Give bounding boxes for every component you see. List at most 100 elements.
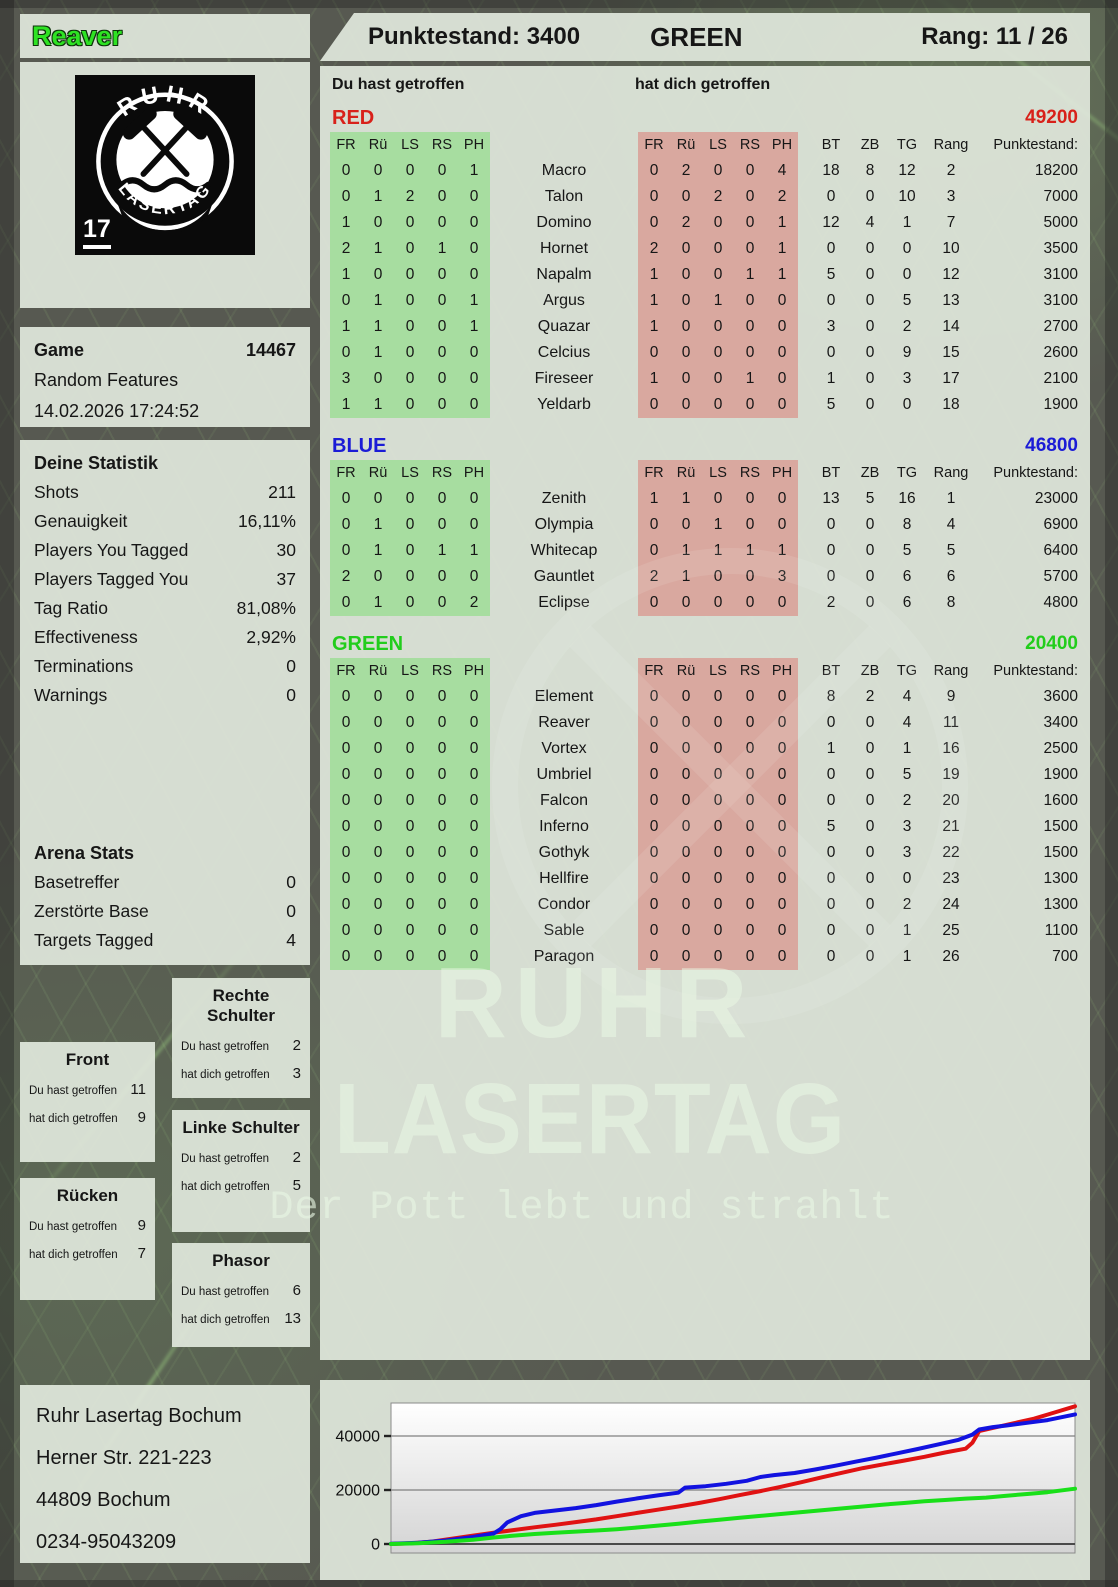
- team-section-blue: BLUE 46800 FR Rü LS RS PH FR Rü LS RS PH BT ZB TG Rang P…: [330, 432, 1078, 616]
- hit-value-you: 0: [458, 684, 490, 710]
- spacer: [798, 210, 810, 236]
- stat-value-zb: 0: [865, 870, 875, 887]
- hit-value-you: 0: [362, 736, 394, 762]
- stat-row: Tag Ratio 81,08%: [34, 594, 296, 623]
- hit-value-them: 0: [670, 918, 702, 944]
- hit-value-them: 0: [702, 210, 734, 236]
- hit-value-you: 0: [362, 158, 394, 184]
- header-rank: Rang: 11 / 26: [921, 23, 1068, 50]
- stat-col-tg: TG: [896, 465, 918, 481]
- hit-value-you: 0: [426, 564, 458, 590]
- stat-row-value: 211: [268, 482, 296, 502]
- hit-value-them: 0: [702, 486, 734, 512]
- team-name: BLUE: [332, 434, 387, 457]
- hit-you-label: hat dich getroffen: [181, 1069, 270, 1081]
- hit-value-them: 0: [638, 392, 670, 418]
- hit-value-them: 0: [702, 788, 734, 814]
- hitbox-them-value: 13: [284, 1310, 301, 1327]
- spacer: [798, 944, 810, 970]
- hit-value-you: 0: [330, 184, 362, 210]
- hit-value-you: 0: [362, 684, 394, 710]
- stat-col-rang: Rang: [933, 465, 969, 481]
- spacer: [798, 788, 810, 814]
- player-row: 0 1 2 0 0 Talon 0 0 2 0 2 0 0 10 3 7000: [330, 184, 1078, 210]
- stat-value-pk: 700: [1052, 948, 1078, 965]
- hit-value-you: 0: [426, 762, 458, 788]
- stat-value-pk: 1600: [1043, 792, 1078, 809]
- stat-value-pk: 3500: [1043, 240, 1078, 257]
- spacer: [798, 236, 810, 262]
- hit-value-you: 0: [458, 918, 490, 944]
- hit-value-them: 0: [734, 590, 766, 616]
- hit-value-you: 1: [458, 538, 490, 564]
- stat-value-zb: 0: [865, 318, 875, 335]
- game-number: 14467: [245, 339, 296, 360]
- player-name: Macro: [541, 162, 587, 179]
- player-name: Condor: [537, 896, 591, 913]
- logo-graphic: RUHR LASERTAG: [96, 80, 234, 235]
- hit-value-you: 0: [362, 366, 394, 392]
- hit-you-label: hat dich getroffen: [181, 1181, 270, 1193]
- player-row: 1 0 0 0 0 Domino 0 2 0 0 1 12 4 1 7 5000: [330, 210, 1078, 236]
- hit-value-them: 0: [638, 538, 670, 564]
- player-name: Olympia: [534, 516, 594, 533]
- hit-value-you: 0: [394, 840, 426, 866]
- hit-value-them: 0: [734, 564, 766, 590]
- hit-value-you: 1: [362, 288, 394, 314]
- hit-value-them: 1: [702, 538, 734, 564]
- hit-value-you: 0: [394, 814, 426, 840]
- hit-value-them: 0: [670, 236, 702, 262]
- stat-value-tg: 1: [902, 948, 912, 965]
- stat-value-rang: 16: [942, 740, 960, 757]
- player-name: Argus: [543, 292, 585, 309]
- stat-value-zb: 0: [865, 516, 875, 533]
- player-name: Umbriel: [536, 766, 592, 783]
- stat-value-bt: 18: [822, 162, 840, 179]
- player-row: 0 0 0 0 0 Vortex 0 0 0 0 0 1 0 1 16 2500: [330, 736, 1078, 762]
- hit-you-label: hat dich getroffen: [29, 1113, 118, 1125]
- hit-you-label: hat dich getroffen: [29, 1249, 118, 1261]
- hit-value-them: 0: [766, 918, 798, 944]
- hit-value-them: 0: [734, 814, 766, 840]
- stat-col-tg: TG: [896, 663, 918, 679]
- hitbox-them-value: 5: [292, 1177, 301, 1194]
- stat-row-value: 37: [276, 569, 296, 589]
- hitbox-you-value: 2: [292, 1149, 301, 1166]
- hit-value-you: 0: [426, 262, 458, 288]
- hit-value-them: 0: [638, 158, 670, 184]
- stat-value-rang: 2: [946, 162, 956, 179]
- hit-value-them: 0: [766, 366, 798, 392]
- hit-value-them: 0: [734, 944, 766, 970]
- hit-value-them: 0: [766, 512, 798, 538]
- spacer: [798, 158, 810, 184]
- series-line-blue: [389, 1412, 1077, 1546]
- hit-col-you: Rü: [362, 132, 394, 158]
- stat-value-rang: 22: [942, 844, 960, 861]
- team-total-score: 46800: [1025, 435, 1078, 456]
- hit-col-you: LS: [394, 132, 426, 158]
- stats-panel: Deine Statistik Shots 211 Genauigkeit 16,11…: [20, 440, 310, 965]
- hit-value-you: 2: [330, 236, 362, 262]
- hit-value-you: 1: [362, 236, 394, 262]
- stat-value-tg: 6: [902, 594, 912, 611]
- column-header-row: FR Rü LS RS PH FR Rü LS RS PH BT ZB TG Rang Punktestan…: [330, 460, 1078, 486]
- hit-value-them: 0: [638, 840, 670, 866]
- hit-col-you: RS: [426, 460, 458, 486]
- hitbox-title: Linke Schulter: [182, 1118, 300, 1137]
- hit-value-you: 0: [426, 486, 458, 512]
- hit-value-them: 0: [670, 512, 702, 538]
- hit-value-them: 0: [638, 814, 670, 840]
- stat-value-zb: 0: [865, 266, 875, 283]
- stat-value-rang: 10: [942, 240, 960, 257]
- stat-value-tg: 5: [902, 292, 912, 309]
- stat-row: Shots 211: [34, 478, 296, 507]
- stat-value-zb: 0: [865, 396, 875, 413]
- hit-value-them: 1: [734, 366, 766, 392]
- hitbox-you-value: 11: [130, 1081, 146, 1098]
- hit-value-you: 0: [394, 788, 426, 814]
- hit-col-you: PH: [458, 658, 490, 684]
- arena-row-label: Basetreffer: [34, 872, 120, 892]
- stat-value-pk: 2700: [1043, 318, 1078, 335]
- hit-value-them: 0: [670, 288, 702, 314]
- stat-value-bt: 0: [826, 516, 836, 533]
